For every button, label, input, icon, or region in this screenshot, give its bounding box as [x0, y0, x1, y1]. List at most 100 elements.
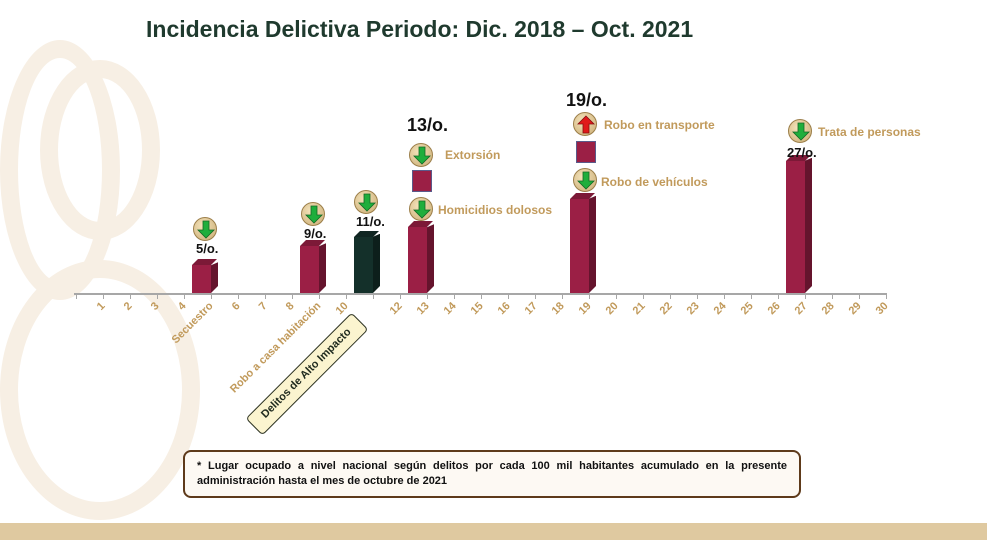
x-tick	[454, 293, 455, 299]
rank-chart: 1 2 3 4 Secuestro 6 7 8 Robo a casa habitación 10…	[74, 90, 921, 436]
crime-label: Homicidios dolosos	[438, 203, 553, 217]
rank-label: 9/o.	[304, 226, 327, 241]
bar-front	[786, 160, 805, 293]
x-tick-label: 6	[229, 300, 243, 313]
x-tick	[589, 293, 590, 299]
x-tick-label: 27	[792, 300, 810, 318]
x-tick-label: Secuestro	[169, 300, 216, 347]
x-tick	[373, 293, 374, 299]
x-tick	[292, 293, 293, 299]
footnote: * Lugar ocupado a nivel nacional según d…	[183, 450, 801, 498]
bar-side	[427, 224, 434, 293]
x-tick-label: 17	[522, 300, 540, 318]
arrow-down-icon	[301, 202, 325, 226]
x-tick	[859, 293, 860, 299]
x-tick-label: 23	[684, 300, 702, 318]
arrow-up-icon	[573, 112, 597, 136]
arrow-down-icon	[193, 217, 217, 241]
x-tick-label: 29	[846, 300, 864, 318]
crime-label: Trata de personas	[818, 125, 921, 139]
arrow-down-icon	[409, 143, 433, 167]
bar	[192, 259, 218, 293]
rank-label: 5/o.	[196, 241, 219, 256]
legend-square	[412, 170, 432, 192]
x-tick	[76, 293, 77, 299]
rank-label: 11/o.	[356, 214, 385, 229]
x-tick-label: 1	[94, 300, 108, 313]
x-tick-label: 26	[765, 300, 783, 318]
crime-label: Robo de vehículos	[601, 175, 708, 189]
footer-band	[0, 523, 987, 540]
bar-side	[589, 196, 596, 293]
rank-label: 27/o.	[787, 145, 817, 160]
x-tick	[427, 293, 428, 299]
bar	[408, 221, 434, 293]
bar-front	[570, 198, 589, 293]
bar	[300, 240, 326, 293]
x-tick	[697, 293, 698, 299]
x-tick	[778, 293, 779, 299]
bar-front	[354, 236, 373, 293]
bar	[570, 192, 596, 293]
bar-side	[211, 262, 218, 293]
rank-label: 19/o.	[566, 90, 608, 110]
page-title: Incidencia Delictiva Periodo: Dic. 2018 …	[146, 16, 694, 42]
bar-front	[192, 265, 211, 293]
x-tick	[157, 293, 158, 299]
x-tick	[616, 293, 617, 299]
x-tick	[238, 293, 239, 299]
x-tick-label: 19	[576, 300, 594, 318]
x-tick	[103, 293, 104, 299]
rank-label: 13/o.	[407, 115, 449, 135]
bar-side	[319, 243, 326, 293]
x-tick-label: 20	[603, 300, 621, 318]
x-tick	[886, 293, 887, 299]
bar-front	[300, 246, 319, 293]
x-tick-label: 25	[738, 300, 756, 318]
x-tick-label: 30	[873, 300, 891, 318]
x-tick	[670, 293, 671, 299]
x-tick	[508, 293, 509, 299]
x-tick	[724, 293, 725, 299]
arrow-down-icon	[409, 197, 433, 221]
x-tick	[535, 293, 536, 299]
bar	[786, 154, 812, 293]
x-tick	[130, 293, 131, 299]
x-tick-label: 3	[148, 300, 162, 313]
bar-side	[805, 158, 812, 293]
x-tick	[643, 293, 644, 299]
x-tick	[832, 293, 833, 299]
x-tick-label: 7	[256, 300, 270, 313]
arrow-down-icon	[573, 168, 597, 192]
x-tick-label: 22	[657, 300, 675, 318]
x-tick	[319, 293, 320, 299]
crime-label: Extorsión	[445, 148, 501, 162]
x-tick	[481, 293, 482, 299]
x-tick-label: 2	[121, 300, 135, 313]
x-tick-label: 4	[175, 300, 189, 313]
x-tick-label: 24	[711, 300, 729, 318]
bar-side	[373, 234, 380, 293]
x-tick	[184, 293, 185, 299]
x-tick-label: 14	[441, 300, 459, 318]
x-tick	[265, 293, 266, 299]
x-tick-label: 16	[495, 300, 513, 318]
bar-front	[408, 227, 427, 293]
x-tick-label: 21	[630, 300, 648, 318]
x-tick-label: 15	[468, 300, 486, 318]
legend-square	[576, 141, 596, 163]
x-tick	[751, 293, 752, 299]
crime-label: Robo en transporte	[604, 118, 715, 132]
x-tick-label: 13	[414, 300, 432, 318]
x-axis	[74, 293, 886, 295]
x-tick-label: 28	[819, 300, 837, 318]
x-tick	[211, 293, 212, 299]
x-tick	[805, 293, 806, 299]
x-tick-label: 8	[283, 300, 297, 313]
x-tick	[562, 293, 563, 299]
highlight-category-label: Delitos de Alto Impacto	[245, 312, 369, 436]
x-tick-label: 18	[549, 300, 567, 318]
arrow-down-icon	[788, 119, 812, 143]
bar	[354, 230, 380, 293]
x-tick	[346, 293, 347, 299]
